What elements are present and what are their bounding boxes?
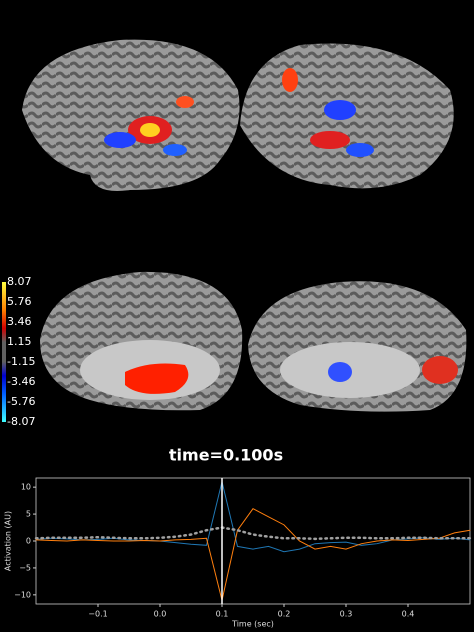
x-tick-label: 0.3 [340, 610, 353, 619]
y-tick-label: 0 [26, 537, 31, 546]
colorbar-label: -3.46 [7, 375, 35, 388]
colorbar [2, 282, 6, 422]
colorbar-label: 3.46 [7, 315, 32, 328]
y-axis-label: Activation (AU) [4, 511, 13, 571]
x-tick-label: 0.1 [216, 610, 229, 619]
colorbar-label: 1.15 [7, 335, 32, 348]
brain-lateral-right [240, 43, 454, 189]
x-tick-label: 0.4 [402, 610, 415, 619]
y-tick-label: −5 [19, 563, 31, 572]
y-tick-label: 5 [26, 510, 31, 519]
colorbar-label: -8.07 [7, 415, 35, 428]
colorbar-label: -5.76 [7, 395, 35, 408]
x-tick-label: 0.0 [154, 610, 167, 619]
colorbar-label: 8.07 [7, 275, 32, 288]
y-tick-label: 10 [21, 483, 31, 492]
y-tick-label: −10 [14, 590, 31, 599]
brain-lateral-left [22, 39, 240, 192]
brain-medial-left [40, 271, 243, 411]
x-tick-label: 0.2 [278, 610, 291, 619]
series-line [35, 481, 471, 553]
time-label: time=0.100s [169, 446, 283, 465]
colorbar-label: 5.76 [7, 295, 32, 308]
series-line [34, 526, 472, 541]
series-line [35, 508, 471, 601]
colorbar-label: -1.15 [7, 355, 35, 368]
x-axis-label: Time (sec) [231, 620, 274, 629]
brain-medial-right [248, 281, 467, 412]
x-tick-label: −0.1 [88, 610, 107, 619]
